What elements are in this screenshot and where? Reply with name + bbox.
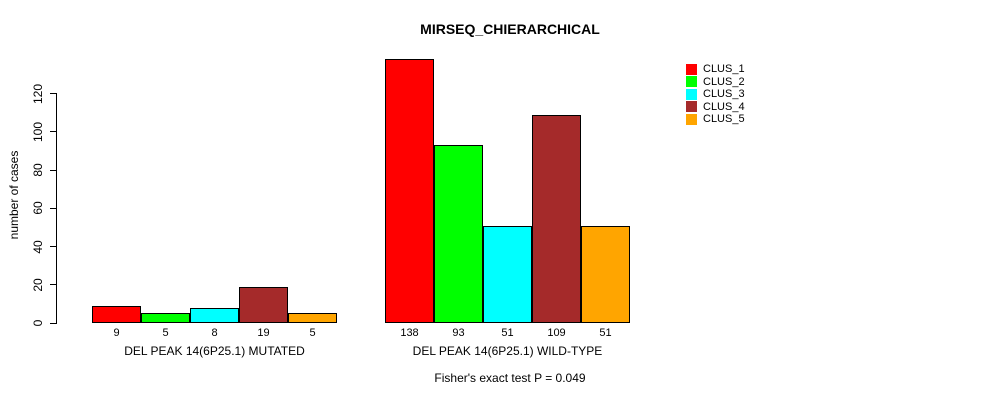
bar-value-label: 51 bbox=[501, 327, 514, 339]
y-tick-mark bbox=[50, 93, 57, 95]
y-tick-mark bbox=[50, 322, 57, 324]
legend-label-clus_3: CLUS_3 bbox=[703, 88, 745, 100]
caption: Fisher's exact test P = 0.049 bbox=[434, 371, 586, 385]
legend-label-clus_2: CLUS_2 bbox=[703, 75, 745, 88]
legend-swatch-clus_2 bbox=[686, 76, 697, 87]
y-tick-mark bbox=[50, 169, 57, 171]
y-tick-mark bbox=[50, 246, 57, 248]
bar-value-label: 138 bbox=[400, 327, 419, 339]
group-label: DEL PEAK 14(6P25.1) WILD-TYPE bbox=[412, 344, 603, 358]
bar-value-label: 9 bbox=[113, 327, 120, 339]
group-label: DEL PEAK 14(6P25.1) MUTATED bbox=[124, 344, 305, 358]
legend-swatch-clus_5 bbox=[686, 113, 697, 125]
bar-value-label: 109 bbox=[547, 327, 566, 339]
bar-clus_2 bbox=[141, 313, 190, 323]
bar-clus_4 bbox=[532, 114, 581, 323]
bar-value-label: 19 bbox=[257, 327, 270, 339]
bar-clus_1 bbox=[385, 59, 434, 323]
y-tick-mark bbox=[50, 284, 57, 286]
legend-label-clus_1: CLUS_1 bbox=[703, 63, 745, 75]
y-tick-mark bbox=[50, 207, 57, 209]
bar-value-label: 8 bbox=[211, 327, 218, 339]
legend-label-clus_4: CLUS_4 bbox=[703, 100, 745, 113]
bar-value-label: 5 bbox=[162, 327, 169, 339]
bar-value-label: 5 bbox=[309, 327, 316, 339]
bar-clus_5 bbox=[581, 225, 630, 323]
chart-title: MIRSEQ_CHIERARCHICAL bbox=[420, 21, 600, 37]
legend-swatch-clus_4 bbox=[686, 101, 697, 112]
legend-swatch-clus_1 bbox=[686, 63, 697, 75]
bar-clus_5 bbox=[288, 313, 337, 323]
bar-clus_2 bbox=[434, 145, 483, 323]
bar-clus_3 bbox=[190, 307, 239, 323]
legend-label-clus_5: CLUS_5 bbox=[703, 113, 745, 125]
bar-clus_4 bbox=[239, 286, 288, 323]
bar-value-label: 93 bbox=[452, 327, 465, 339]
bar-value-label: 51 bbox=[599, 327, 612, 339]
legend-swatch-clus_3 bbox=[686, 88, 697, 100]
bar-clus_3 bbox=[483, 225, 532, 323]
bar-clus_1 bbox=[92, 305, 141, 323]
y-tick-mark bbox=[50, 131, 57, 133]
